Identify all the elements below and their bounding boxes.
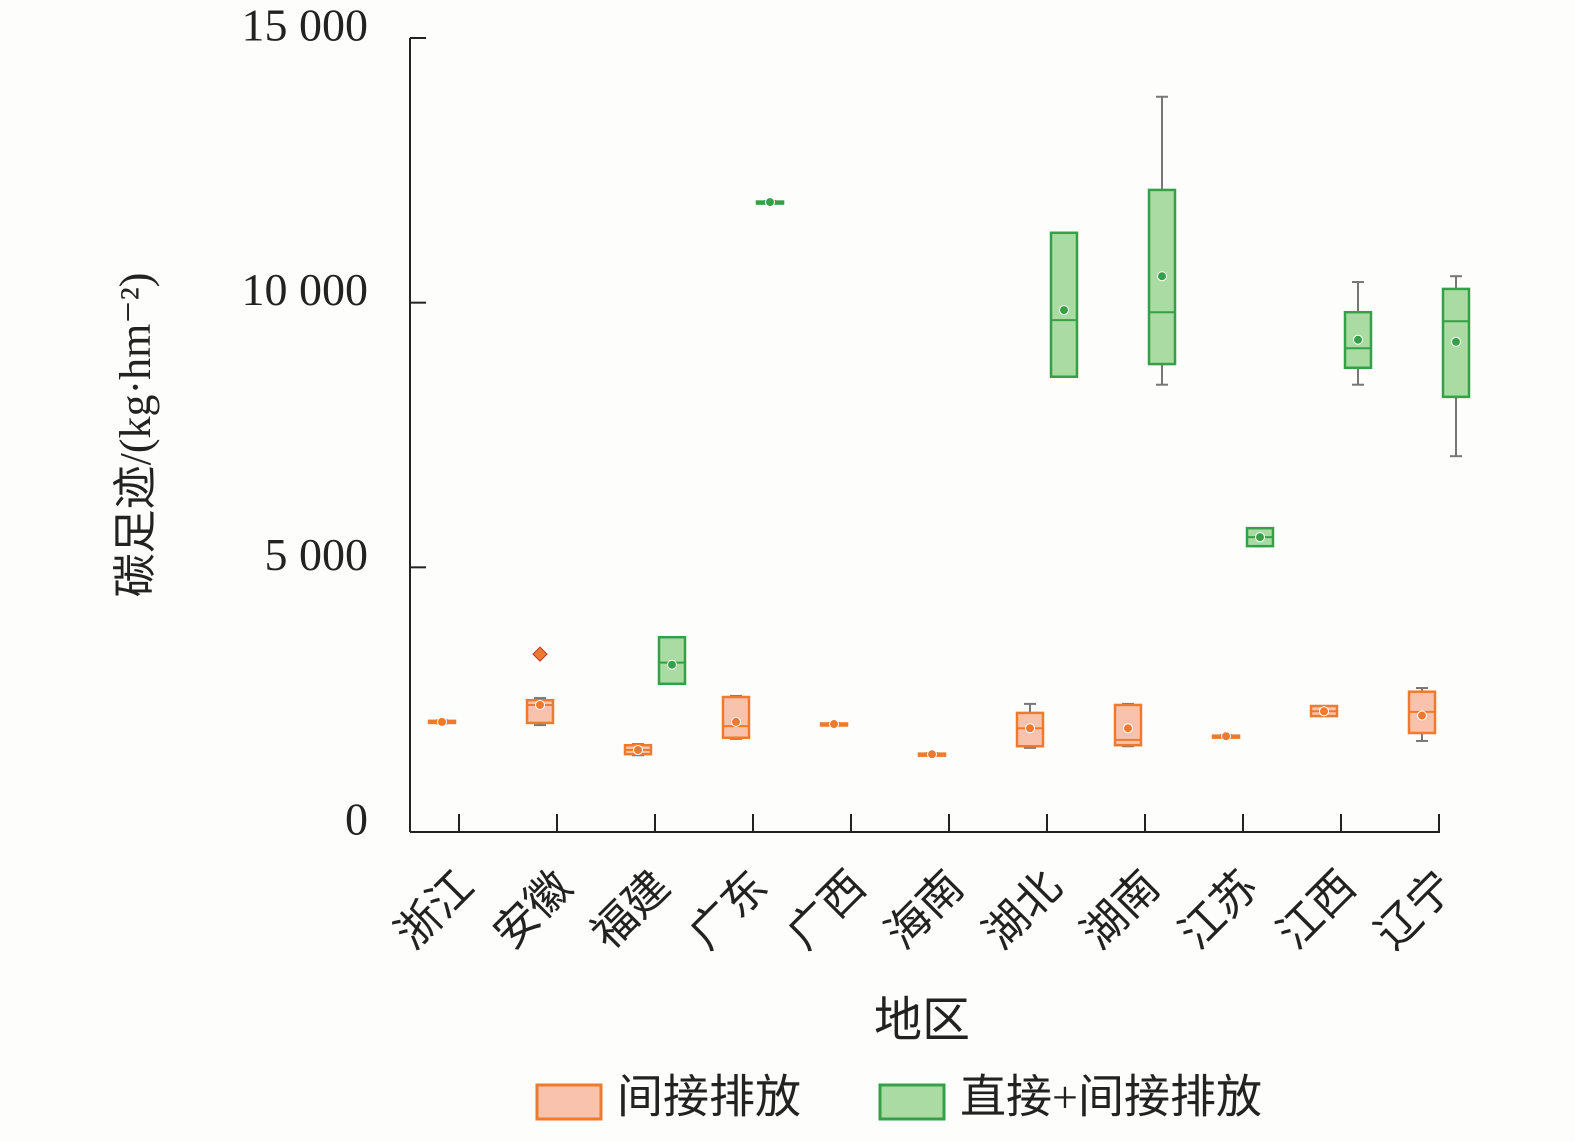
mean: [927, 749, 937, 760]
mean: [1319, 706, 1329, 717]
y-tick-label: 0: [345, 794, 368, 845]
x-tick-label: 江西: [1268, 862, 1365, 959]
y-axis-title: 碳足迹/(kg·hm⁻²): [111, 273, 160, 598]
legend-label: 直接+间接排放: [960, 1072, 1262, 1123]
x-tick-label: 安徽: [484, 862, 581, 959]
mean: [829, 719, 839, 730]
mean: [1157, 271, 1167, 282]
x-tick-label: 湖北: [974, 862, 1071, 959]
mean: [1025, 723, 1035, 734]
x-tick-label: 湖南: [1072, 862, 1169, 959]
x-tick-label: 江苏: [1170, 862, 1267, 959]
mean: [1059, 305, 1069, 316]
x-tick-label: 福建: [582, 862, 679, 959]
y-tick-label: 5 000: [265, 529, 369, 580]
y-tick-label: 15 000: [242, 0, 369, 51]
box: [1049, 231, 1079, 379]
mean: [667, 659, 677, 670]
x-tick-label: 海南: [876, 862, 973, 959]
mean: [1417, 710, 1427, 721]
mean: [1255, 532, 1265, 543]
x-axis-title: 地区: [874, 994, 970, 1047]
mean: [731, 716, 741, 727]
legend-swatch: [535, 1083, 603, 1121]
mean: [437, 716, 447, 727]
box: [1113, 703, 1143, 747]
mean: [765, 197, 775, 208]
outlier: [532, 646, 548, 662]
mean: [1123, 723, 1133, 734]
mean: [1451, 336, 1461, 347]
legend-label: 间接排放: [617, 1072, 801, 1123]
mean: [1221, 731, 1231, 742]
x-tick-label: 广东: [680, 862, 777, 959]
x-tick-label: 浙江: [386, 862, 483, 959]
mean: [633, 744, 643, 755]
mean: [1353, 334, 1363, 345]
x-tick-label: 广西: [778, 862, 875, 959]
legend-swatch: [878, 1083, 946, 1121]
y-tick-label: 10 000: [242, 264, 369, 315]
mean: [535, 699, 545, 710]
x-tick-label: 辽宁: [1366, 862, 1463, 959]
